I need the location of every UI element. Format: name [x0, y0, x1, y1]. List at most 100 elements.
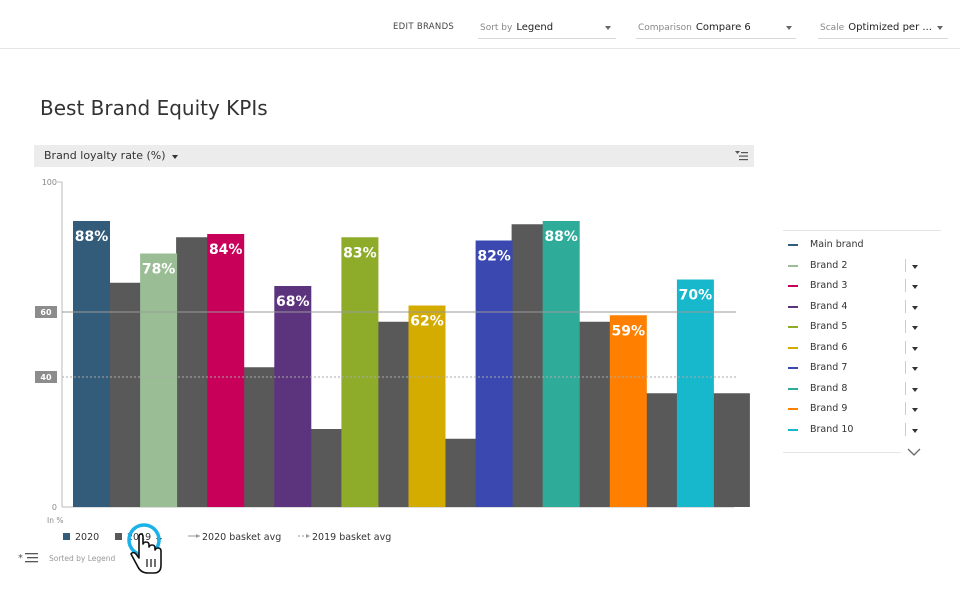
bar-2020-9[interactable]	[609, 315, 647, 507]
reference-badge-40	[35, 371, 57, 383]
legend-item-1[interactable]: Main brand	[783, 235, 933, 255]
legend-2019-swatch	[115, 533, 122, 540]
legend-2020-label: 2020	[75, 532, 100, 543]
legend-item-2[interactable]: Brand 2	[783, 256, 933, 276]
reference-label-60: 60	[40, 308, 52, 317]
legend-item-4[interactable]: Brand 4	[783, 297, 933, 317]
sort-by-value: Legend	[516, 22, 554, 33]
bar-2020-4[interactable]	[274, 286, 312, 507]
legend-separator	[905, 258, 906, 272]
legend-separator	[905, 361, 906, 374]
legend-item-label: Brand 10	[810, 423, 854, 435]
comparison-label: Comparison	[638, 23, 692, 33]
sort-chevron-down-icon[interactable]	[605, 26, 611, 30]
legend-item-label: Brand 7	[810, 362, 848, 373]
legend-item-label: Brand 5	[810, 321, 848, 332]
filter-menu-icon[interactable]	[735, 151, 748, 161]
sort-by-dropdown[interactable]: Sort by Legend	[480, 22, 553, 33]
unit-label: In %	[47, 516, 63, 525]
legend-chevron-down-icon[interactable]	[912, 264, 918, 269]
legend-swatch	[788, 264, 798, 267]
legend-swatch	[788, 428, 798, 431]
legend-item-3[interactable]: Brand 3	[783, 276, 933, 296]
year-legend: 2020 2019 2020 basket avg 2019 basket av…	[0, 528, 500, 548]
legend-divider-top	[783, 230, 941, 231]
bar-2020-7[interactable]	[475, 240, 513, 508]
top-toolbar: EDIT BRANDS Sort by Legend Comparison Comp…	[0, 0, 960, 49]
reference-badge-60	[35, 306, 57, 318]
scale-label: Scale	[820, 23, 845, 33]
bar-chart: 0 100 In % 88% 78% 84% 68% 83% 62% 82% 88% 59% 70% 60…	[35, 178, 750, 525]
legend-2020-swatch	[63, 533, 70, 540]
bar-2020-5[interactable]	[341, 237, 379, 507]
sort-icon[interactable]: *	[18, 552, 40, 564]
legend-item-label: Brand 8	[810, 382, 848, 394]
bar-2019-3[interactable]	[243, 367, 281, 507]
legend-2019-basket-avg[interactable]: 2019 basket avg	[298, 532, 391, 543]
bar-2020-3[interactable]	[207, 234, 245, 507]
scale-dropdown[interactable]: Scale Optimized per ...	[820, 22, 932, 33]
reference-label-40: 40	[40, 373, 52, 382]
legend-scroll-chevron-down-icon[interactable]	[907, 447, 921, 457]
legend-2020-basket-avg[interactable]: 2020 basket avg	[188, 532, 281, 543]
kpi-chevron-down-icon[interactable]	[172, 155, 178, 159]
legend-separator	[905, 402, 906, 415]
bar-2019-5[interactable]	[377, 321, 415, 507]
data-label: 70%	[679, 288, 713, 304]
bar-2019-1[interactable]	[109, 282, 146, 507]
edit-brands-button[interactable]: EDIT BRANDS	[393, 22, 455, 32]
legend-chevron-down-icon[interactable]	[912, 408, 918, 412]
bar-2019-9[interactable]	[645, 393, 683, 507]
legend-item-6[interactable]: Brand 6	[783, 338, 933, 358]
bar-2020-10[interactable]	[676, 279, 714, 508]
legend-item-5[interactable]: Brand 5	[783, 317, 933, 337]
basket-line-solid-icon	[188, 534, 200, 538]
legend-chevron-down-icon[interactable]	[912, 326, 918, 330]
legend-separator	[905, 381, 906, 395]
legend-separator	[905, 320, 906, 333]
bar-2019-6[interactable]	[444, 438, 482, 507]
legend-swatch	[788, 285, 798, 287]
scale-chevron-down-icon[interactable]	[937, 26, 943, 30]
bar-2020-1[interactable]	[73, 221, 110, 507]
data-label: 88%	[75, 229, 109, 245]
legend-swatch	[788, 387, 798, 390]
data-label: 83%	[343, 245, 377, 261]
legend-item-label: Brand 9	[810, 403, 848, 414]
legend-item-label: Brand 3	[810, 280, 848, 291]
legend-chevron-down-icon[interactable]	[912, 387, 918, 392]
y-tick-label: 0	[52, 503, 57, 512]
bar-2020-8[interactable]	[542, 221, 580, 507]
bar-2020-6[interactable]	[408, 305, 446, 508]
legend-item-9[interactable]: Brand 9	[783, 399, 933, 419]
y-tick-label: 100	[42, 178, 57, 187]
comparison-dropdown[interactable]: Comparison Compare 6	[638, 22, 751, 33]
data-label: 84%	[209, 242, 243, 258]
legend-chevron-down-icon[interactable]	[912, 285, 918, 289]
comparison-chevron-down-icon[interactable]	[786, 26, 792, 30]
basket-line-dotted-icon	[298, 534, 310, 538]
legend-chevron-down-icon[interactable]	[912, 428, 918, 433]
data-label: 78%	[142, 262, 176, 278]
bar-2019-8[interactable]	[578, 321, 616, 507]
svg-text:*: *	[18, 553, 23, 564]
legend-swatch	[788, 244, 798, 246]
bar-2019-10[interactable]	[712, 393, 750, 507]
bar-2020-2[interactable]	[140, 253, 178, 508]
legend-chevron-down-icon[interactable]	[912, 346, 918, 351]
data-label: 68%	[276, 294, 310, 310]
legend-chevron-down-icon[interactable]	[912, 305, 918, 310]
legend-chevron-down-icon[interactable]	[912, 367, 918, 371]
page-title: Best Brand Equity KPIs	[40, 96, 268, 121]
bar-2019-7[interactable]	[511, 224, 549, 507]
kpi-selector-label[interactable]: Brand loyalty rate (%)	[44, 149, 166, 162]
legend-2020[interactable]: 2020	[63, 532, 99, 543]
legend-item-label: Brand 6	[810, 341, 848, 353]
legend-item-8[interactable]: Brand 8	[783, 379, 933, 399]
legend-2019-basket-label: 2019 basket avg	[312, 532, 392, 543]
bar-2019-4[interactable]	[310, 429, 348, 507]
legend-item-7[interactable]: Brand 7	[783, 358, 933, 378]
bar-2019-2[interactable]	[176, 237, 214, 507]
comparison-value: Compare 6	[695, 22, 751, 33]
legend-item-10[interactable]: Brand 10	[783, 420, 933, 440]
